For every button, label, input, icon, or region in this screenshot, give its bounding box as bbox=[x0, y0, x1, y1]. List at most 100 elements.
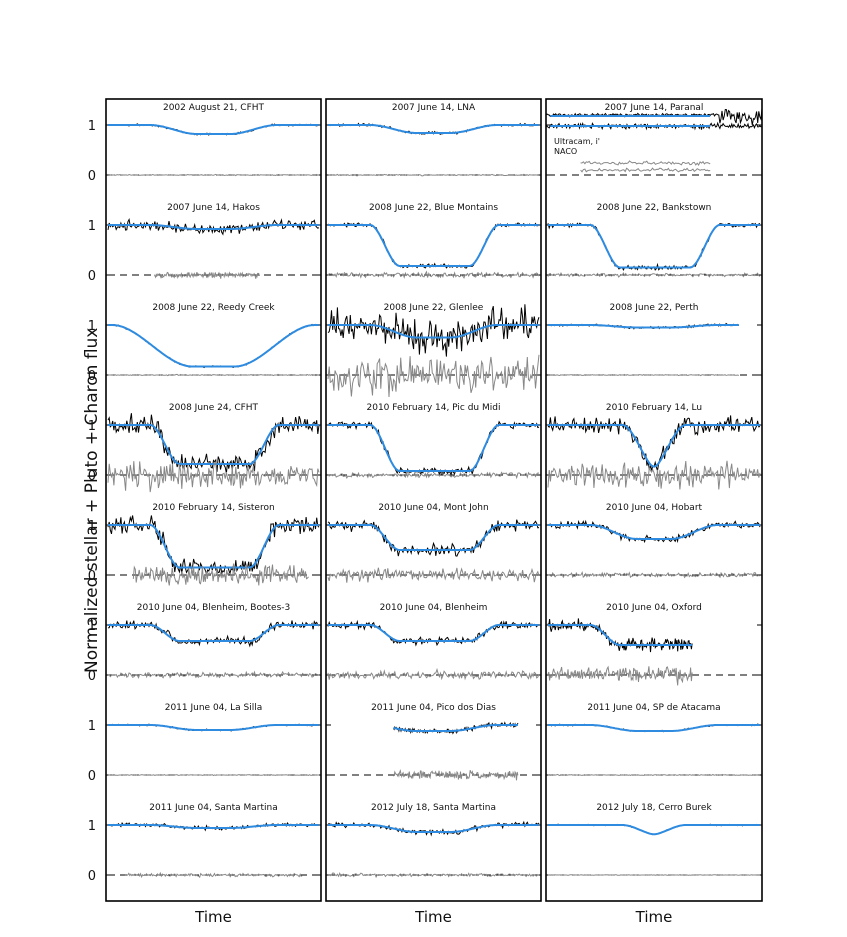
y-tick-label: 1 bbox=[88, 719, 96, 734]
light-curve-panel: 2011 June 04, SP de Atacama bbox=[546, 703, 762, 777]
panel-title: 2011 June 04, Santa Martina bbox=[149, 803, 277, 813]
light-curve-panel: 2010 February 14, Pic du Midi bbox=[326, 403, 541, 480]
observed-flux-line bbox=[327, 304, 540, 357]
residual-line bbox=[327, 871, 540, 879]
panel-title: 2011 June 04, SP de Atacama bbox=[587, 703, 720, 713]
y-tick-label: 1 bbox=[88, 619, 96, 634]
y-tick-label: 1 bbox=[88, 819, 96, 834]
residual-line bbox=[132, 563, 309, 586]
annotation-naco: NACO bbox=[554, 147, 577, 156]
panel-title: 2007 June 14, LNA bbox=[392, 103, 476, 113]
y-tick-label: 0 bbox=[88, 569, 96, 584]
model-fit-line bbox=[108, 724, 319, 731]
residual-line bbox=[124, 871, 303, 879]
residual-line bbox=[547, 373, 740, 377]
model-fit-line bbox=[108, 424, 319, 465]
y-tick-label: 0 bbox=[88, 369, 96, 384]
residual-line bbox=[107, 461, 320, 493]
y-tick-label: 0 bbox=[88, 869, 96, 884]
model-fit-line bbox=[108, 324, 319, 368]
light-curve-panel: 1 0 2011 June 04, La Silla bbox=[88, 703, 321, 784]
y-tick-label: 0 bbox=[88, 169, 96, 184]
light-curve-panel: 1 0 2010 February 14, Sisteron bbox=[88, 503, 321, 586]
panel-title: 2010 June 04, Blenheim bbox=[380, 603, 488, 613]
panel-title: 2008 June 24, CFHT bbox=[169, 403, 259, 413]
model-fit-line bbox=[328, 624, 539, 642]
model-fit-line bbox=[108, 224, 319, 230]
light-curve-panel: 1 0 2002 August 21, CFHT bbox=[88, 103, 321, 184]
model-fit-line bbox=[548, 324, 739, 329]
model-fit-line bbox=[108, 624, 319, 642]
panel-title: 2010 June 04, Mont John bbox=[378, 503, 488, 513]
light-curve-panel: 2008 June 22, Perth bbox=[546, 303, 762, 377]
observed-flux-line bbox=[107, 515, 320, 577]
residual-line bbox=[107, 773, 319, 777]
column-2: Time 2007 June 14, LNA 2008 June 22, Blue … bbox=[325, 98, 542, 926]
light-curve-panel: 2007 June 14, LNA bbox=[326, 103, 541, 177]
model-fit-line bbox=[548, 824, 760, 836]
residual-line bbox=[580, 160, 711, 166]
residual-line bbox=[107, 373, 320, 377]
panel-title: 2008 June 22, Perth bbox=[610, 303, 699, 313]
panel-title: 2008 June 22, Reedy Creek bbox=[152, 303, 275, 313]
y-tick-label: 1 bbox=[88, 519, 96, 534]
light-curve-panel: 2008 June 22, Bankstown bbox=[546, 203, 762, 278]
column-1: Time 1 0 2002 August 21, CFHT 1 0 2007 June 14… bbox=[88, 98, 322, 926]
panel-title: 2008 June 22, Bankstown bbox=[597, 203, 712, 213]
residual-line bbox=[327, 270, 540, 279]
model-fit-line bbox=[393, 724, 518, 732]
model-fit-line bbox=[548, 224, 760, 269]
observed-flux-line bbox=[107, 217, 320, 236]
model-fit-line bbox=[108, 524, 319, 569]
panel-frame bbox=[105, 98, 322, 902]
model-fit-line bbox=[108, 824, 319, 829]
column-3: Time 2007 June 14, Paranal Ultracam, i'NAC… bbox=[545, 98, 763, 926]
light-curve-panel: 1 0 2008 June 22, Reedy Creek bbox=[88, 303, 321, 384]
residual-line bbox=[547, 665, 693, 686]
residual-line bbox=[327, 667, 540, 681]
model-fit-line bbox=[108, 124, 319, 135]
panel-title: 2007 June 14, Hakos bbox=[167, 203, 260, 213]
panel-title: 2010 June 04, Blenheim, Bootes-3 bbox=[137, 603, 290, 613]
residual-line bbox=[547, 874, 760, 876]
residual-line bbox=[327, 173, 540, 177]
light-curve-panel: 1 0 2007 June 14, Hakos bbox=[88, 203, 321, 284]
observed-flux-line bbox=[327, 222, 540, 269]
light-curve-panel: 2010 June 04, Oxford bbox=[546, 603, 762, 686]
light-curve-panel: 1 0 2010 June 04, Blenheim, Bootes-3 bbox=[88, 603, 321, 684]
model-fit-line bbox=[328, 824, 539, 833]
residual-line bbox=[327, 354, 540, 398]
panel-title: 2010 February 14, Sisteron bbox=[152, 503, 274, 513]
observed-flux-line bbox=[547, 222, 761, 272]
model-fit-line bbox=[548, 524, 760, 540]
y-tick-label: 0 bbox=[88, 669, 96, 684]
model-fit-line bbox=[328, 124, 539, 134]
model-fit-line bbox=[548, 624, 693, 646]
model-fit-line bbox=[548, 424, 760, 468]
y-tick-label: 0 bbox=[88, 269, 96, 284]
panel-title: 2008 June 22, Glenlee bbox=[384, 303, 484, 313]
panel-title: 2010 February 14, Lu bbox=[606, 403, 702, 413]
light-curve-panel: 2011 June 04, Pico dos Dias bbox=[326, 703, 541, 781]
panel-title: 2007 June 14, Paranal bbox=[605, 103, 704, 113]
y-tick-label: 1 bbox=[88, 319, 96, 334]
panel-title: 2012 July 18, Cerro Burek bbox=[596, 803, 712, 813]
light-curve-panel: 2010 June 04, Hobart bbox=[546, 503, 762, 579]
light-curve-panel: 2010 June 04, Blenheim bbox=[326, 603, 541, 681]
y-tick-label: 0 bbox=[88, 469, 96, 484]
panel-frame bbox=[545, 98, 763, 902]
model-fit-line bbox=[328, 524, 539, 551]
panel-title: 2012 July 18, Santa Martina bbox=[371, 803, 496, 813]
observed-flux-line bbox=[547, 415, 761, 471]
light-curve-panel: 2007 June 14, Paranal Ultracam, i'NACO bbox=[545, 103, 763, 176]
panel-title: 2010 June 04, Hobart bbox=[606, 503, 703, 513]
observed-flux-line bbox=[547, 618, 693, 653]
light-curve-panel: 2008 June 22, Glenlee bbox=[326, 303, 541, 398]
panel-title: 2010 February 14, Pic du Midi bbox=[367, 403, 501, 413]
y-tick-label: 0 bbox=[88, 769, 96, 784]
residual-line bbox=[107, 670, 320, 679]
light-curve-panel: 2012 July 18, Cerro Burek bbox=[546, 803, 762, 876]
panel-title: 2008 June 22, Blue Montains bbox=[369, 203, 498, 213]
panel-title: 2010 June 04, Oxford bbox=[606, 603, 702, 613]
